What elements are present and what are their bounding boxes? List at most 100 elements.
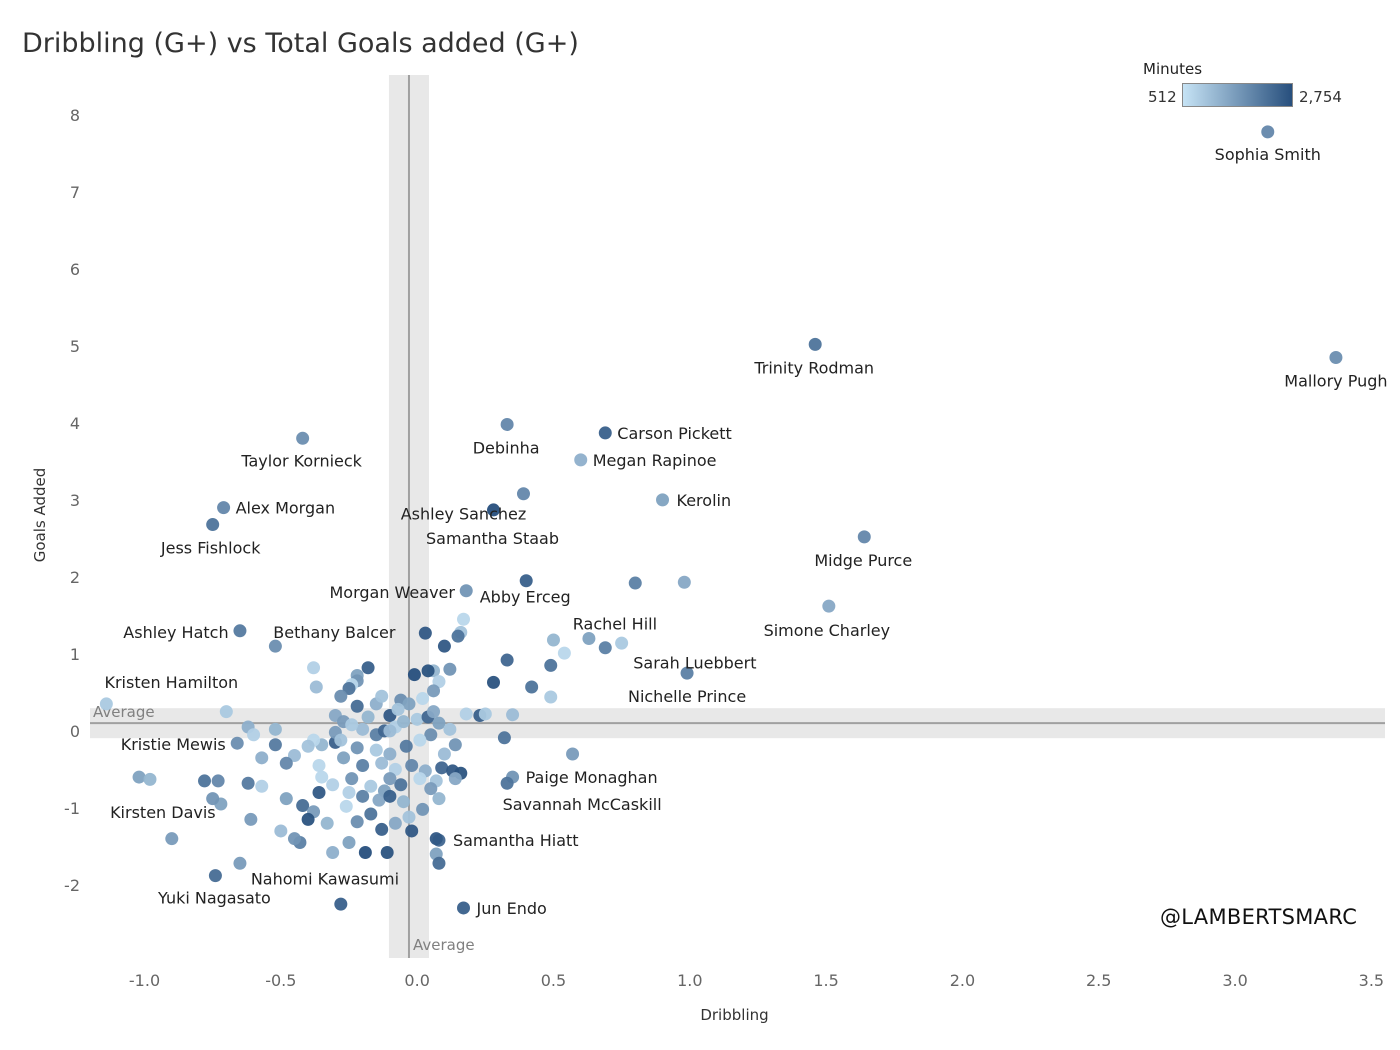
label-savannah-mccaskill: Savannah McCaskill	[503, 795, 662, 814]
point-mallory-pugh	[1329, 350, 1343, 364]
legend-min-label: 512	[1148, 88, 1177, 106]
point-megan-rapinoe	[574, 453, 588, 467]
point-kerolin	[656, 493, 670, 507]
data-point	[337, 751, 351, 765]
point-midge-purce	[857, 530, 871, 544]
y-tick-label: 8	[70, 106, 80, 125]
point-simone-charley	[822, 599, 836, 613]
data-point	[165, 832, 179, 846]
data-point	[268, 722, 282, 736]
data-point	[383, 724, 397, 738]
point-ashley-hatch	[233, 624, 247, 638]
y-axis-title: Goals Added	[31, 468, 49, 563]
point-bethany-balcer	[268, 639, 282, 653]
data-point	[296, 799, 310, 813]
data-point	[566, 747, 580, 761]
data-point	[413, 772, 427, 786]
data-point	[557, 646, 571, 660]
point-kristen-hamilton	[99, 697, 113, 711]
x-axis-title: Dribbling	[700, 1006, 768, 1024]
x-tick-label: 1.5	[813, 971, 838, 990]
data-point	[383, 772, 397, 786]
data-point	[410, 712, 424, 726]
point-nahomi-kawasumi	[233, 856, 247, 870]
data-point	[424, 728, 438, 742]
point-yuki-nagasato	[208, 869, 222, 883]
data-point	[211, 774, 225, 788]
y-tick-label: 2	[70, 568, 80, 587]
point-rachel-hill	[582, 631, 596, 645]
data-point	[459, 707, 473, 721]
label-paige-monaghan: Paige Monaghan	[526, 768, 658, 787]
x-tick-label: -0.5	[265, 971, 296, 990]
label-midge-purce: Midge Purce	[814, 551, 912, 570]
data-point	[342, 682, 356, 696]
data-point	[312, 785, 326, 799]
point-nichelle-prince	[680, 666, 694, 680]
data-point	[486, 675, 500, 689]
point-taylor-kornieck	[296, 431, 310, 445]
point-savannah-mccaskill	[500, 776, 514, 790]
x-tick-label: -1.0	[129, 971, 160, 990]
point-sophia-smith	[1261, 125, 1275, 139]
data-point	[364, 779, 378, 793]
data-point	[546, 633, 560, 647]
y-tick-label: -2	[64, 876, 80, 895]
data-point	[405, 824, 419, 838]
data-point	[326, 778, 340, 792]
x-tick-label: 0.5	[541, 971, 566, 990]
y-tick-label: 1	[70, 645, 80, 664]
label-jess-fishlock: Jess Fishlock	[160, 539, 261, 558]
label-trinity-rodman: Trinity Rodman	[753, 358, 874, 377]
data-point	[615, 636, 629, 650]
data-points	[99, 125, 1343, 915]
label-ashley-sanchez: Ashley Sanchez	[401, 505, 527, 524]
data-point	[402, 697, 416, 711]
label-jun-endo: Jun Endo	[476, 899, 547, 918]
data-point	[342, 785, 356, 799]
data-point	[391, 702, 405, 716]
x-tick-label: 1.0	[677, 971, 702, 990]
data-point	[399, 739, 413, 753]
data-point	[427, 705, 441, 719]
data-point	[506, 708, 520, 722]
point-kristie-mewis	[230, 736, 244, 750]
data-point	[432, 792, 446, 806]
data-point	[402, 810, 416, 824]
data-point	[334, 689, 348, 703]
legend-max-label: 2,754	[1299, 88, 1342, 106]
legend-gradient-bar	[1182, 83, 1293, 107]
point-morgan-weaver	[459, 584, 473, 598]
point-labels: Sophia Smith Mallory Pugh Trinity Rodman Ca…	[104, 145, 1387, 918]
point-sarah-luebbert	[598, 641, 612, 655]
y-tick-label: 7	[70, 183, 80, 202]
data-point	[416, 802, 430, 816]
data-point	[219, 705, 233, 719]
data-point	[350, 741, 364, 755]
data-point	[375, 822, 389, 836]
data-point	[312, 759, 326, 773]
label-megan-rapinoe: Megan Rapinoe	[593, 451, 717, 470]
data-point	[132, 770, 146, 784]
data-point	[397, 795, 411, 809]
data-point	[397, 715, 411, 729]
point-jun-endo	[457, 901, 471, 915]
label-mallory-pugh: Mallory Pugh	[1284, 371, 1387, 390]
data-point	[372, 793, 386, 807]
data-point	[437, 639, 451, 653]
point-alex-morgan	[217, 501, 231, 515]
data-point	[350, 699, 364, 713]
data-point	[307, 661, 321, 675]
chart-title: Dribbling (G+) vs Total Goals added (G+)	[22, 28, 579, 59]
data-point	[350, 815, 364, 829]
data-point	[358, 846, 372, 860]
data-point	[677, 575, 691, 589]
label-sarah-luebbert: Sarah Luebbert	[633, 654, 756, 673]
data-point	[424, 782, 438, 796]
y-tick-label: 3	[70, 491, 80, 510]
point-carson-pickett	[598, 426, 612, 440]
label-simone-charley: Simone Charley	[764, 621, 891, 640]
data-point	[356, 789, 370, 803]
label-rachel-hill: Rachel Hill	[573, 614, 657, 633]
